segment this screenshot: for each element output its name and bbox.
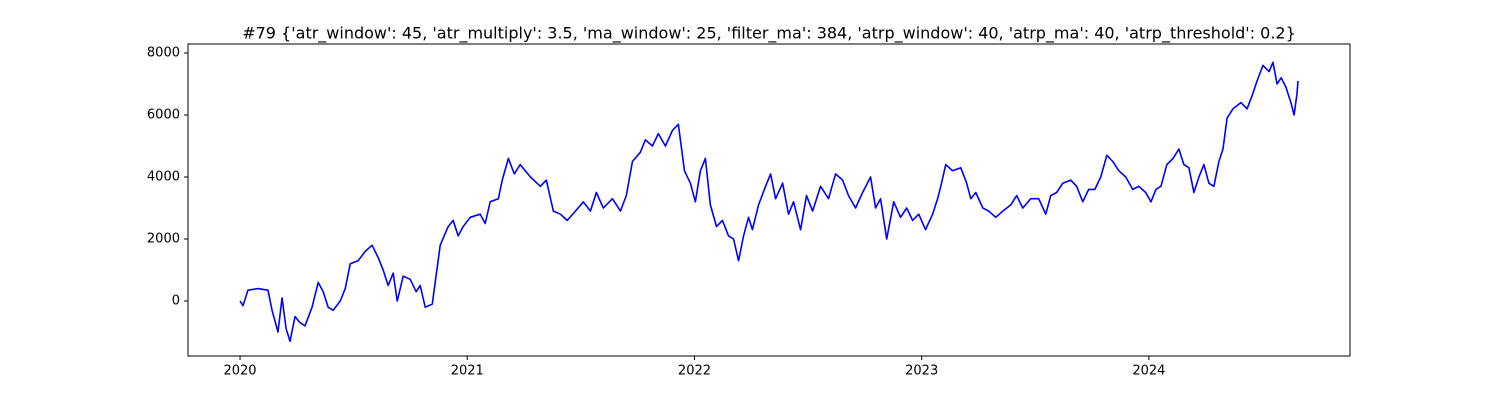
plot-frame	[187, 43, 1351, 357]
x-tick-label: 2020	[223, 364, 256, 379]
y-tick-label: 8000	[147, 45, 180, 60]
y-tick-label: 0	[172, 294, 180, 309]
x-tick-label: 2022	[678, 364, 711, 379]
x-tick-label: 2021	[451, 364, 484, 379]
y-tick-label: 6000	[147, 107, 180, 122]
y-tick-label: 4000	[147, 169, 180, 184]
x-tick-label: 2023	[905, 364, 938, 379]
series-line	[239, 61, 1299, 343]
x-tick-label: 2024	[1132, 364, 1165, 379]
y-tick-label: 2000	[147, 232, 180, 247]
chart-title: #79 {'atr_window': 45, 'atr_multiply': 3…	[242, 24, 1296, 44]
